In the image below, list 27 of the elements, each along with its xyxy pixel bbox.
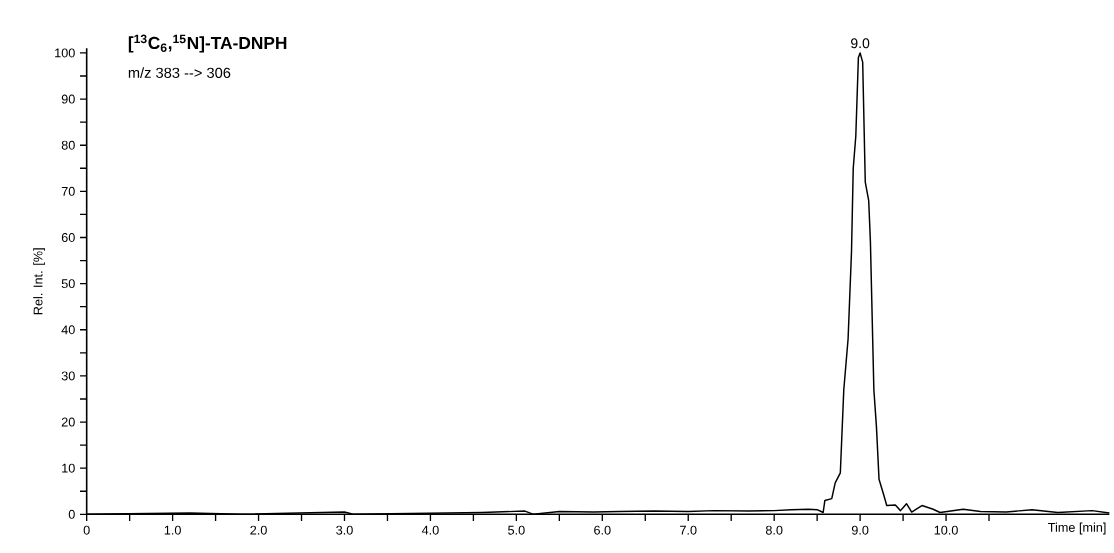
x-tick-label: 2.0 [250, 525, 267, 535]
x-tick-label: 4.0 [421, 525, 439, 535]
y-tick-label: 70 [61, 186, 75, 196]
y-tick-label: 40 [61, 325, 75, 335]
x-tick-label: 1.0 [164, 525, 181, 535]
x-tick-label: 3.0 [336, 525, 353, 535]
x-tick-label: 9.0 [851, 525, 869, 535]
annotation: [$^{13}$C$_{6}$,$^{15}$N]-TA-DNPH [128, 34, 287, 53]
x-tick-label: 5.0 [508, 525, 525, 535]
y-tick-label: 10 [62, 463, 75, 473]
x-tick-label: 10.0 [934, 525, 958, 535]
y-tick-label: 90 [61, 94, 75, 104]
y-tick-label: 60 [61, 233, 75, 242]
x-tick-label: 7.0 [680, 525, 697, 535]
y-axis-title: Rel. Int. [%] [33, 248, 46, 315]
y-tick-label: 0 [68, 509, 75, 519]
y-tick-label: 30 [61, 371, 75, 381]
x-axis-title: Time [min] [1048, 522, 1106, 535]
annotation: 9.0 [851, 38, 870, 49]
annotation: m/z 383 --> 306 [128, 67, 231, 78]
y-tick-label: 20 [61, 417, 75, 427]
x-tick-label: 8.0 [765, 525, 783, 535]
x-tick-label: 0 [83, 525, 90, 535]
y-tick-label: 50 [61, 279, 75, 289]
y-tick-label: 100 [55, 48, 75, 58]
x-tick-label: 6.0 [594, 525, 611, 535]
y-tick-label: 80 [61, 140, 75, 150]
